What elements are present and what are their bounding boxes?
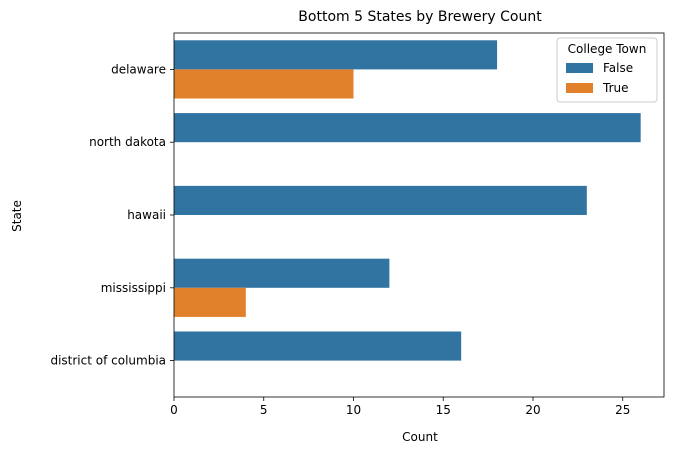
x-tick-label: 5 — [260, 403, 268, 417]
bar-false — [174, 113, 641, 143]
chart-title: Bottom 5 States by Brewery Count — [298, 9, 542, 25]
x-tick-label: 15 — [436, 403, 451, 417]
legend-entry: False — [603, 61, 633, 75]
y-tick-label: mississippi — [101, 281, 166, 295]
bar-true — [174, 287, 246, 317]
legend-swatch — [566, 63, 593, 73]
x-tick-label: 20 — [525, 403, 540, 417]
y-tick-label: district of columbia — [50, 354, 166, 368]
bar-false — [174, 331, 462, 361]
y-tick-label: delaware — [111, 62, 166, 76]
legend-title: College Town — [568, 42, 647, 56]
y-tick-label: hawaii — [127, 208, 166, 222]
x-tick-label: 0 — [170, 403, 178, 417]
y-tick-label: north dakota — [89, 135, 166, 149]
bar-true — [174, 69, 354, 99]
bar-false — [174, 40, 498, 70]
legend-swatch — [566, 83, 593, 93]
axes-frame — [173, 32, 665, 398]
x-tick-label: 25 — [615, 403, 630, 417]
legend-entry: True — [602, 81, 629, 95]
x-axis-label: Count — [402, 430, 438, 444]
legend: College Town False True — [556, 37, 658, 103]
bar-false — [174, 258, 390, 288]
y-axis-label: State — [10, 200, 24, 232]
bar-false — [174, 185, 587, 215]
x-tick-label: 10 — [346, 403, 361, 417]
plot-area: delaware north dakota hawaii mississippi dis… — [50, 32, 665, 417]
